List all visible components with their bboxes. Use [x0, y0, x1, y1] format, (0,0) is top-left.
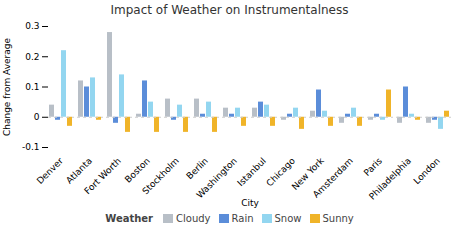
svg-text:0.2: 0.2: [25, 52, 39, 62]
svg-text:Philadelphia: Philadelphia: [367, 156, 413, 202]
html-text:Snow: Snow: [274, 212, 302, 224]
svg-text:Stockholm: Stockholm: [140, 156, 181, 197]
svg-text:London: London: [412, 156, 442, 186]
html-text:Rain: Rain: [231, 212, 254, 224]
svg-text:Change from Average: Change from Average: [2, 38, 12, 137]
svg-text:0.3: 0.3: [25, 21, 39, 31]
svg-text:0: 0: [34, 112, 40, 122]
svg-text:Chicago: Chicago: [264, 155, 297, 189]
html-text:Impact of Weather on Instrumen: Impact of Weather on Instrumentalness: [110, 3, 349, 17]
svg-text:-0.1: -0.1: [22, 142, 40, 152]
svg-text:Istanbul: Istanbul: [235, 156, 268, 189]
svg-text:Paris: Paris: [362, 155, 384, 177]
svg-text:New York: New York: [289, 155, 326, 192]
svg-text:City: City: [241, 198, 259, 208]
svg-text:Amsterdam: Amsterdam: [311, 156, 355, 200]
svg-text:Boston: Boston: [123, 156, 152, 185]
html-text:Sunny: Sunny: [322, 212, 354, 224]
svg-text:Berlin: Berlin: [184, 156, 210, 182]
svg-text:Denver: Denver: [35, 156, 65, 186]
svg-text:Washington: Washington: [194, 156, 238, 200]
html-text:Weather: Weather: [105, 212, 153, 224]
svg-text:Atlanta: Atlanta: [64, 155, 94, 186]
html-text:Cloudy: Cloudy: [176, 212, 211, 224]
svg-text:0.1: 0.1: [25, 82, 39, 92]
svg-text:Fort Worth: Fort Worth: [82, 156, 122, 196]
